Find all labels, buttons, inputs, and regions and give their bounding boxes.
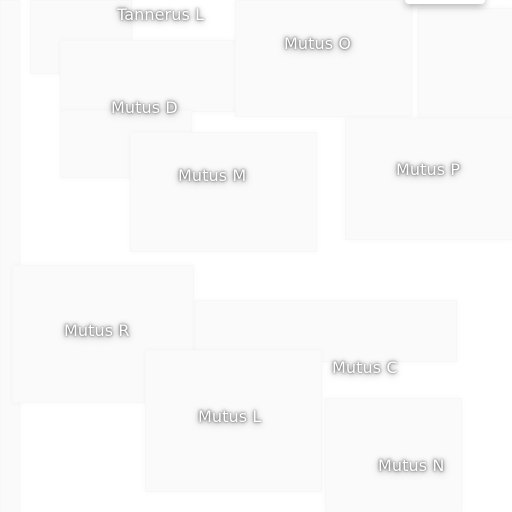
map-tile xyxy=(325,398,462,512)
place-label-mutus-n[interactable]: Mutus N xyxy=(378,456,445,475)
place-label-mutus-c[interactable]: Mutus C xyxy=(332,358,398,377)
partial-label xyxy=(405,0,485,4)
map-tile xyxy=(418,8,512,120)
place-label-mutus-d[interactable]: Mutus D xyxy=(111,98,178,117)
place-label-mutus-l[interactable]: Mutus L xyxy=(198,407,262,426)
place-label-mutus-p[interactable]: Mutus P xyxy=(396,160,461,179)
map-tile xyxy=(130,132,317,252)
place-label-mutus-m[interactable]: Mutus M xyxy=(178,166,247,185)
map-tile xyxy=(235,0,412,117)
map-tile xyxy=(0,0,20,512)
map-tile xyxy=(345,118,512,240)
place-label-mutus-o[interactable]: Mutus O xyxy=(284,34,352,53)
place-label-tannerus-l[interactable]: Tannerus L xyxy=(117,5,205,24)
map-tile xyxy=(145,350,322,492)
place-label-mutus-r[interactable]: Mutus R xyxy=(64,321,130,340)
